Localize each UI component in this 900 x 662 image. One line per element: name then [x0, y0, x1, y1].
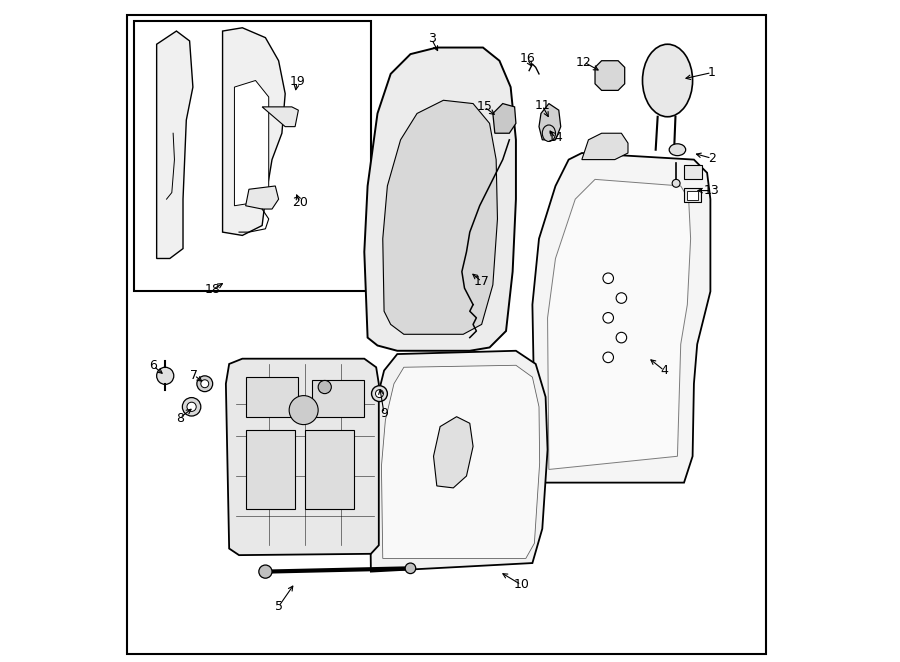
Text: 8: 8 — [176, 412, 184, 424]
Ellipse shape — [543, 125, 555, 142]
Polygon shape — [364, 48, 516, 351]
Polygon shape — [226, 359, 379, 555]
Text: 13: 13 — [704, 184, 720, 197]
Polygon shape — [595, 61, 625, 91]
Polygon shape — [370, 351, 547, 571]
Text: 1: 1 — [707, 66, 716, 79]
Polygon shape — [246, 186, 279, 209]
Circle shape — [603, 273, 614, 283]
Circle shape — [616, 332, 626, 343]
Polygon shape — [547, 179, 690, 469]
Bar — [305, 430, 355, 509]
Polygon shape — [234, 81, 269, 206]
Bar — [311, 381, 364, 416]
Circle shape — [372, 386, 387, 402]
Text: 20: 20 — [292, 196, 308, 209]
Circle shape — [157, 367, 174, 385]
Text: 2: 2 — [707, 152, 716, 165]
Text: 16: 16 — [519, 52, 535, 66]
Polygon shape — [434, 416, 473, 488]
Polygon shape — [382, 365, 540, 559]
Text: 10: 10 — [513, 579, 529, 591]
Text: 3: 3 — [428, 32, 436, 46]
Text: 4: 4 — [661, 364, 668, 377]
Bar — [246, 377, 299, 416]
Polygon shape — [493, 103, 516, 133]
Circle shape — [289, 396, 319, 424]
Text: 5: 5 — [274, 600, 283, 613]
Text: 11: 11 — [535, 99, 550, 112]
Text: 9: 9 — [380, 407, 388, 420]
Ellipse shape — [670, 144, 686, 156]
Text: 17: 17 — [473, 275, 490, 288]
Bar — [684, 188, 701, 203]
Circle shape — [201, 380, 209, 388]
Polygon shape — [157, 31, 193, 258]
Circle shape — [259, 565, 272, 578]
Bar — [246, 430, 295, 509]
Circle shape — [319, 381, 331, 394]
Circle shape — [405, 563, 416, 573]
Text: 12: 12 — [576, 56, 591, 69]
Polygon shape — [581, 133, 628, 160]
Text: 15: 15 — [476, 101, 492, 113]
Circle shape — [603, 352, 614, 363]
Polygon shape — [533, 153, 710, 483]
Bar — [688, 191, 698, 200]
Circle shape — [197, 376, 212, 392]
Text: 14: 14 — [547, 131, 563, 144]
Circle shape — [375, 390, 383, 398]
Circle shape — [672, 179, 680, 187]
Circle shape — [616, 293, 626, 303]
Ellipse shape — [643, 44, 693, 117]
Bar — [684, 165, 703, 179]
Text: 18: 18 — [204, 283, 220, 296]
Circle shape — [183, 398, 201, 416]
Polygon shape — [262, 107, 299, 126]
Polygon shape — [382, 100, 498, 334]
Bar — [133, 21, 371, 291]
Circle shape — [603, 312, 614, 323]
Polygon shape — [539, 103, 561, 140]
Text: 6: 6 — [149, 359, 158, 373]
Polygon shape — [222, 28, 285, 236]
Text: 19: 19 — [289, 75, 305, 88]
Circle shape — [187, 402, 196, 411]
Text: 7: 7 — [190, 369, 198, 382]
